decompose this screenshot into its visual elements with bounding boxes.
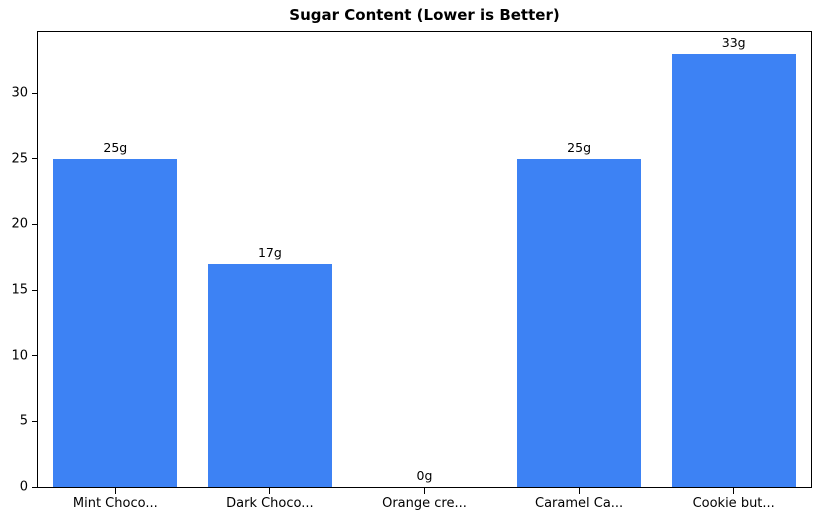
chart-title: Sugar Content (Lower is Better) <box>289 6 560 24</box>
bar-value-label: 25g <box>103 139 128 155</box>
y-tick-mark <box>32 92 38 94</box>
x-tick-label-4: Caramel Ca... <box>534 496 624 511</box>
plot-area: 0 5 10 15 20 25 30 25g Mint Choco... 17g Dark Choc… <box>11 31 812 511</box>
bar-1 <box>53 158 178 487</box>
y-tick-label: 15 <box>11 282 28 298</box>
bar-value-label: 25g <box>567 139 592 155</box>
bar-slot: 25g <box>38 32 193 487</box>
x-tick-mark <box>424 488 425 494</box>
bar-value-label: 33g <box>721 34 746 50</box>
bar-5 <box>671 53 796 487</box>
bar-slot: 17g <box>193 32 348 487</box>
y-tick-mark <box>32 420 38 422</box>
bar-value-label: 17g <box>257 244 282 260</box>
x-tick-mark <box>269 488 271 494</box>
y-tick-label: 20 <box>11 216 28 232</box>
y-tick-label: 0 <box>19 479 28 495</box>
y-tick-label: 5 <box>19 413 28 429</box>
x-tick-label-5: Cookie but... <box>692 496 775 511</box>
y-tick-mark <box>32 158 38 160</box>
x-tick-label-3: Orange cre... <box>382 496 467 511</box>
y-tick-mark <box>32 289 38 291</box>
y-tick-label: 30 <box>11 85 28 101</box>
bar-slot: 25g <box>502 32 657 487</box>
x-tick-mark <box>733 488 735 494</box>
bar-4 <box>517 158 641 487</box>
bar-slot: 33g <box>656 32 811 487</box>
y-tick-mark <box>32 223 38 225</box>
x-tick-label-1: Mint Choco... <box>72 496 158 511</box>
x-tick-mark <box>114 488 116 494</box>
y-tick-label: 25 <box>11 151 28 167</box>
y-tick-mark <box>32 486 38 488</box>
bar-slot: 0g <box>347 32 502 487</box>
y-tick-mark <box>32 355 38 357</box>
x-tick-mark <box>578 488 580 494</box>
bar-value-label: 0g <box>416 468 433 483</box>
y-tick-label: 10 <box>11 348 28 364</box>
x-tick-label-2: Dark Choco... <box>226 496 314 511</box>
bar-2 <box>208 263 332 487</box>
